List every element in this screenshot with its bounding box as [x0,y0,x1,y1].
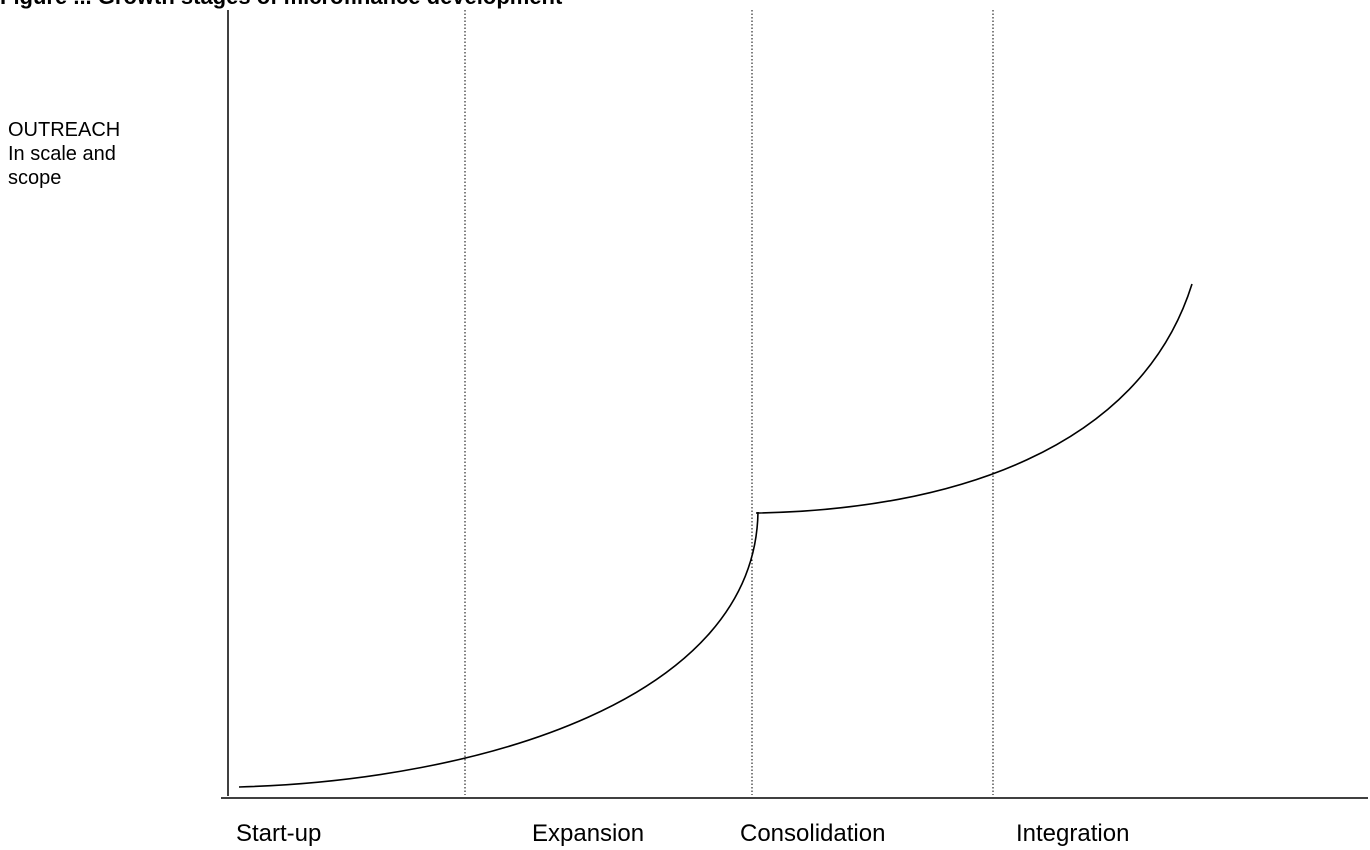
figure-title: Figure ... Growth stages of microfinance… [0,0,562,10]
stage-label-integration: Integration [1016,820,1130,847]
stage-label-expansion: Expansion [532,820,645,847]
y-axis-label: OUTREACH In scale and scope [8,118,168,190]
stage-label-consolidation: Consolidation [740,820,886,847]
growth-curve-phase-2 [755,283,1193,514]
y-axis-label-line-1: OUTREACH [8,119,121,141]
y-axis-label-line-3: scope [8,167,62,189]
y-axis-label-line-2: In scale and [8,143,116,165]
growth-curve-phase-1 [238,511,759,788]
stage-label-start-up: Start-up [236,820,322,847]
